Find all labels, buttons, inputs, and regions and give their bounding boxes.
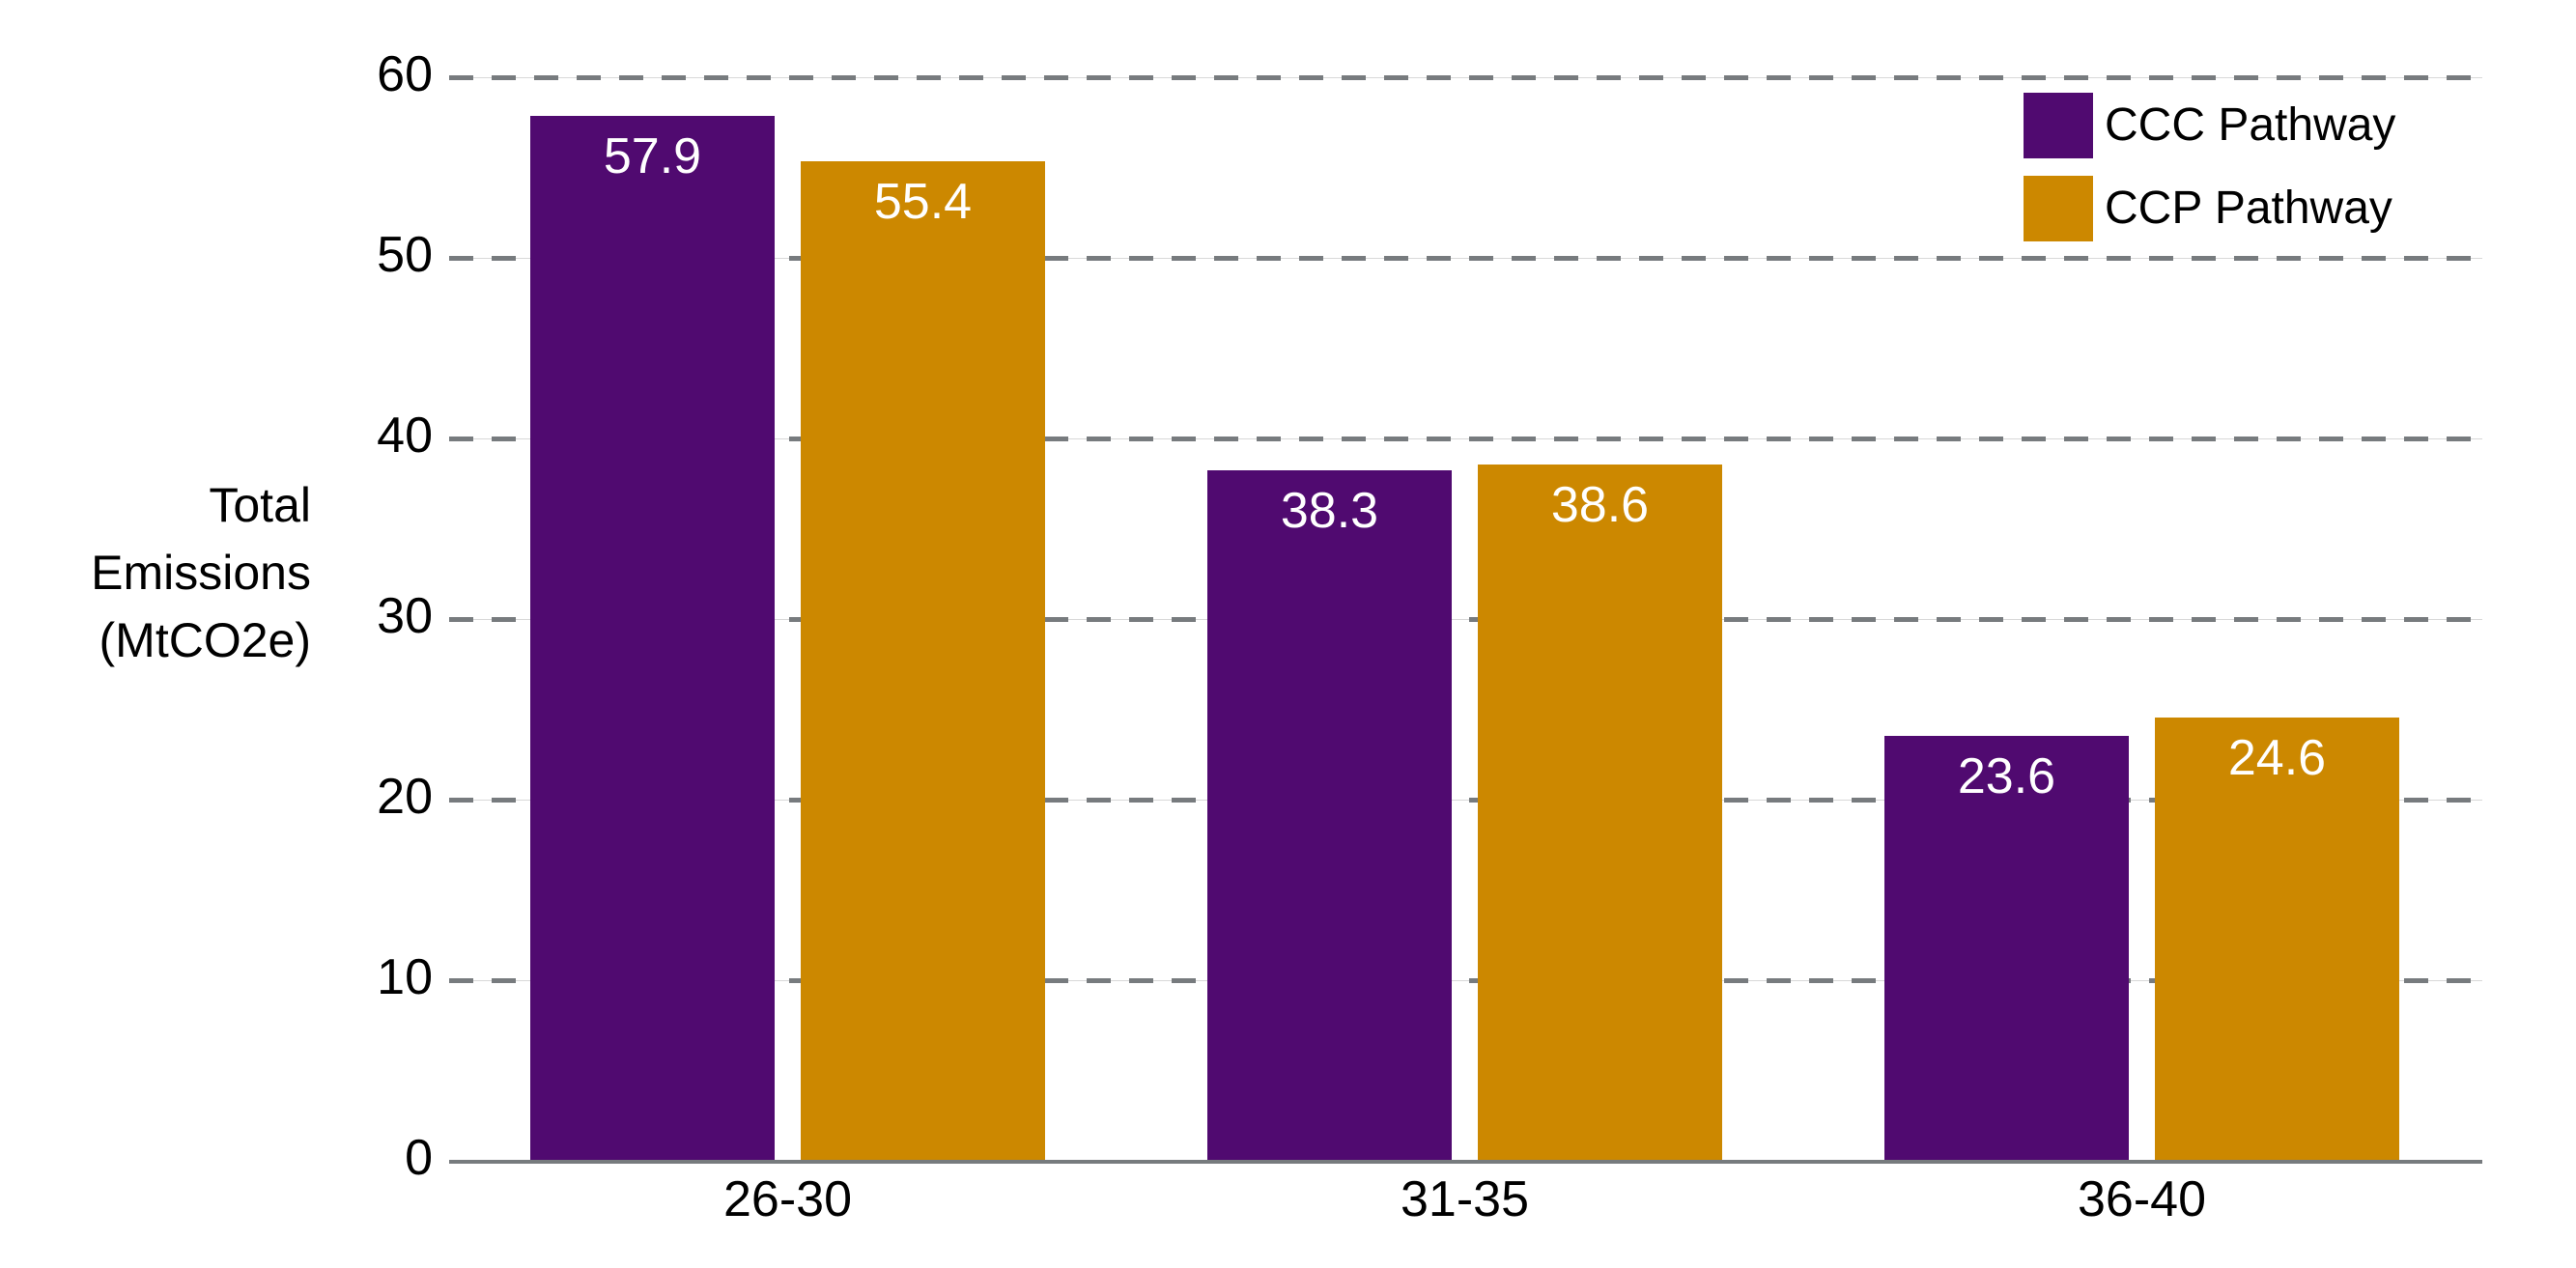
gridline-dashes bbox=[449, 977, 2482, 983]
gridline-dashes bbox=[449, 74, 2482, 80]
x-tick-label: 26-30 bbox=[723, 1171, 852, 1227]
legend-label-ccp: CCP Pathway bbox=[2105, 183, 2392, 234]
legend: CCC Pathway CCP Pathway bbox=[2024, 93, 2395, 259]
y-tick-label: 40 bbox=[377, 408, 433, 464]
x-axis-line bbox=[449, 1160, 2482, 1164]
gridline-dashes bbox=[449, 616, 2482, 622]
bar-value-label: 38.6 bbox=[1550, 477, 1650, 534]
legend-label-ccc: CCC Pathway bbox=[2105, 99, 2396, 151]
gridline-dashes bbox=[449, 797, 2482, 803]
gridline bbox=[449, 436, 2482, 441]
bar-ccc-31-35: 38.3 bbox=[1207, 469, 1452, 1162]
x-tick-label: 31-35 bbox=[1401, 1171, 1529, 1227]
y-tick-label: 20 bbox=[377, 769, 433, 825]
bar-ccc-26-30: 57.9 bbox=[530, 116, 775, 1162]
bar-value-label: 38.3 bbox=[1280, 482, 1379, 539]
legend-item-ccc: CCC Pathway bbox=[2024, 93, 2395, 158]
bar-value-label: 24.6 bbox=[2227, 729, 2327, 786]
legend-swatch-ccp bbox=[2024, 176, 2093, 241]
gridline bbox=[449, 797, 2482, 803]
y-tick-label: 0 bbox=[405, 1130, 433, 1186]
bar-ccc-36-40: 23.6 bbox=[1884, 735, 2129, 1162]
gridline-dashes bbox=[449, 436, 2482, 441]
bar-ccp-26-30: 55.4 bbox=[801, 161, 1045, 1162]
x-tick-label: 36-40 bbox=[2078, 1171, 2206, 1227]
bar-ccp-36-40: 24.6 bbox=[2155, 717, 2399, 1162]
bar-ccp-31-35: 38.6 bbox=[1478, 465, 1722, 1162]
bar-value-label: 55.4 bbox=[873, 174, 973, 231]
gridline bbox=[449, 74, 2482, 80]
y-tick-label: 30 bbox=[377, 588, 433, 644]
gridline bbox=[449, 977, 2482, 983]
y-tick-label: 10 bbox=[377, 949, 433, 1005]
gridline bbox=[449, 616, 2482, 622]
legend-swatch-ccc bbox=[2024, 93, 2093, 158]
y-axis-title: Total Emissions (MtCO2e) bbox=[91, 478, 311, 667]
y-tick-label: 60 bbox=[377, 46, 433, 102]
bar-value-label: 23.6 bbox=[1957, 747, 2056, 804]
legend-item-ccp: CCP Pathway bbox=[2024, 176, 2395, 241]
y-tick-label: 50 bbox=[377, 227, 433, 283]
gridline-dashes bbox=[449, 255, 2482, 261]
bar-value-label: 57.9 bbox=[603, 128, 702, 185]
gridline bbox=[449, 255, 2482, 261]
